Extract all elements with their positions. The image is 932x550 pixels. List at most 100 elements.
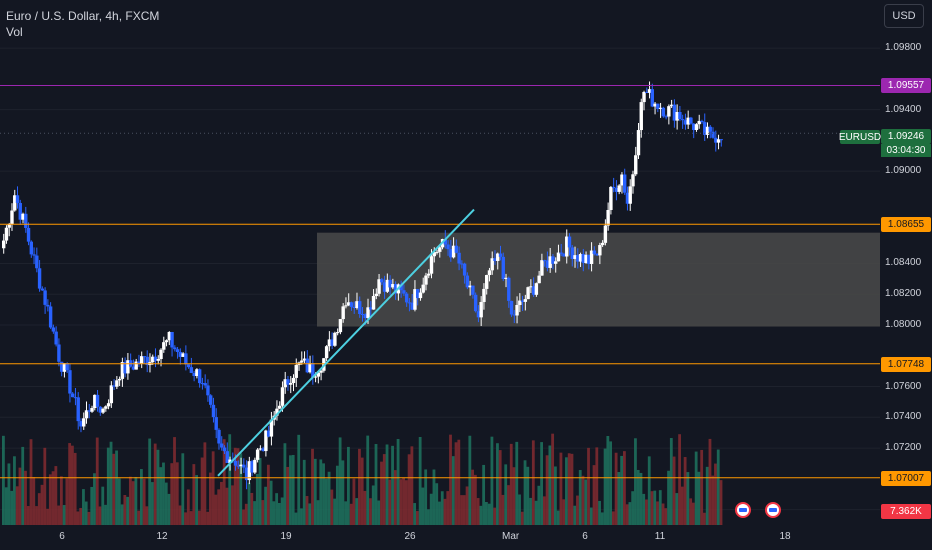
- volume-bar: [258, 458, 262, 525]
- volume-bar: [512, 467, 516, 525]
- candle-body: [576, 255, 580, 262]
- volume-bar: [482, 464, 486, 525]
- candle-body: [197, 369, 202, 384]
- candle-body: [311, 363, 315, 378]
- candle-body: [275, 408, 279, 416]
- candle-body: [104, 406, 108, 409]
- volume-bar: [515, 441, 519, 525]
- candle-body: [460, 263, 464, 265]
- candle-body: [278, 405, 282, 409]
- volume-bar: [134, 476, 138, 525]
- volume-bar: [209, 472, 212, 525]
- candle-body: [90, 408, 94, 412]
- volume-bar: [283, 443, 287, 525]
- volume-bar: [716, 449, 720, 525]
- volume-bar: [429, 493, 433, 525]
- volume-bar: [333, 498, 336, 525]
- candle-body: [286, 379, 290, 385]
- candle-body: [300, 360, 304, 363]
- candle-body: [388, 279, 392, 288]
- candle-body: [120, 362, 125, 379]
- volume-bar: [239, 453, 243, 525]
- volume-bar: [700, 449, 704, 525]
- currency-button[interactable]: USD: [884, 4, 924, 28]
- candle-body: [269, 419, 274, 437]
- volume-bar: [319, 459, 323, 525]
- us-flag-icon[interactable]: [735, 502, 751, 518]
- price-tick-label: 1.07200: [885, 442, 922, 454]
- volume-bar: [192, 464, 196, 525]
- volume-bar: [501, 494, 505, 525]
- volume-bar: [217, 489, 221, 525]
- candle-body: [338, 319, 343, 333]
- candle-body: [374, 293, 378, 297]
- candle-body: [65, 363, 69, 371]
- volume-bar: [275, 493, 279, 525]
- candle-body: [37, 268, 42, 289]
- candle-body: [416, 289, 420, 299]
- trend-line[interactable]: [217, 208, 475, 477]
- volume-bar: [656, 501, 659, 525]
- volume-bar: [410, 446, 414, 525]
- volume-bar: [322, 463, 325, 525]
- candle-body: [319, 370, 323, 373]
- volume-bar: [225, 487, 229, 525]
- candle-body: [587, 254, 591, 264]
- candle-body: [333, 332, 337, 346]
- us-flag-icon[interactable]: [765, 502, 781, 518]
- candle-body: [178, 352, 183, 357]
- volume-bar: [669, 438, 673, 525]
- symbol-title: Euro / U.S. Dollar, 4h, FXCM: [6, 9, 160, 23]
- candle-body: [7, 224, 11, 228]
- volume-bar: [363, 490, 367, 525]
- candle-body: [4, 227, 9, 241]
- volume-bar: [611, 511, 615, 525]
- volume-bar: [358, 448, 361, 525]
- candle-body: [84, 410, 89, 419]
- candle-body: [645, 91, 649, 93]
- candle-body: [59, 361, 64, 372]
- volume-bar: [542, 496, 546, 525]
- candle-body: [170, 331, 174, 348]
- volume-bar: [324, 478, 328, 525]
- volume-bar: [280, 497, 284, 525]
- candle-body: [589, 250, 594, 264]
- volume-bar: [7, 463, 11, 525]
- volume-bar: [692, 502, 695, 525]
- volume-bar: [385, 444, 389, 525]
- volume-bar: [286, 466, 290, 525]
- candle-body: [289, 383, 293, 385]
- volume-bar: [667, 470, 670, 525]
- candle-body: [206, 385, 210, 396]
- volume-bar: [104, 504, 107, 525]
- candle-body: [214, 417, 218, 430]
- candle-body: [358, 301, 362, 315]
- volume-bar: [460, 495, 463, 525]
- volume-bar: [647, 456, 651, 525]
- candle-body: [134, 361, 138, 370]
- candle-body: [603, 225, 608, 243]
- volume-bar: [507, 485, 510, 525]
- volume-bar: [708, 438, 712, 525]
- candle-body: [294, 365, 298, 378]
- volume-bar: [653, 490, 657, 525]
- volume-bar: [625, 504, 629, 525]
- candle-body: [407, 302, 412, 304]
- volume-bar: [355, 498, 359, 525]
- candle-body: [87, 410, 91, 412]
- volume-bar: [551, 433, 555, 525]
- volume-bar: [360, 457, 364, 525]
- volume-bar: [451, 456, 455, 525]
- volume-bar: [57, 505, 60, 525]
- candle-body: [255, 449, 260, 460]
- candle-body: [261, 448, 265, 452]
- candle-body: [93, 394, 97, 409]
- volume-bar: [714, 463, 717, 525]
- candle-body: [195, 369, 199, 377]
- candle-body: [68, 370, 72, 394]
- candle-body: [264, 430, 268, 452]
- candle-body: [700, 120, 704, 123]
- volume-bar: [131, 481, 135, 525]
- candle-body: [692, 123, 696, 130]
